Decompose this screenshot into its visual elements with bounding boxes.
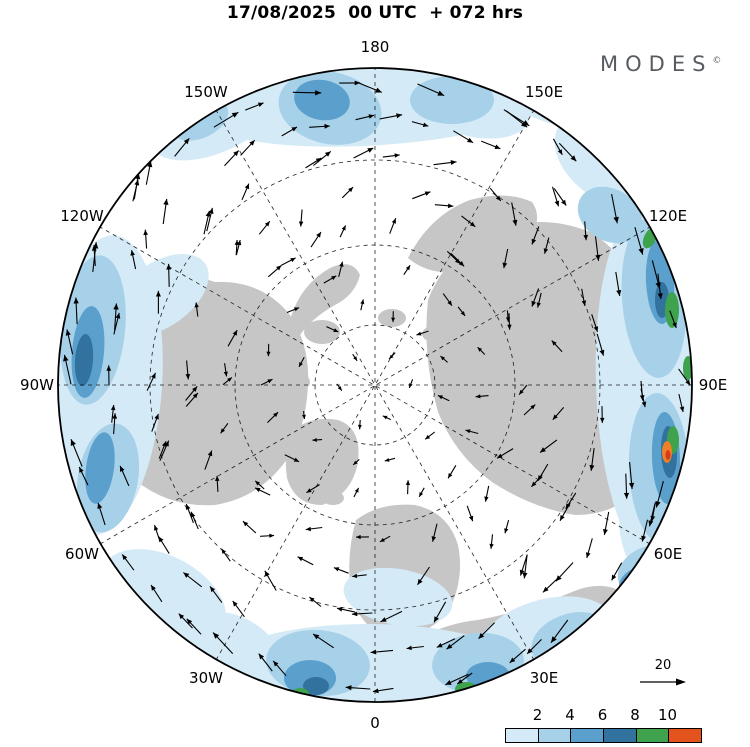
colorbar-tick-label: 10 xyxy=(657,706,678,724)
lon-label-90w: 90W xyxy=(20,376,54,394)
colorbar xyxy=(505,728,702,743)
wind-vectors-layer xyxy=(63,80,691,694)
colorbar-cell xyxy=(537,729,571,742)
land-kamchatka xyxy=(408,195,538,273)
reference-vector-label: 20 xyxy=(654,658,672,673)
land-alaska xyxy=(290,264,360,335)
colorbar-tick-labels: 2 4 6 8 10 xyxy=(505,704,700,724)
colorbar-cell xyxy=(668,729,702,742)
colorbar-cell xyxy=(506,729,538,742)
field-max-red xyxy=(665,450,671,460)
colorbar-cell xyxy=(635,729,669,742)
page-title: 17/08/2025 00 UTC + 072 hrs xyxy=(226,3,524,23)
land-arctic-island xyxy=(290,374,310,390)
lon-label-30e: 30E xyxy=(529,669,559,687)
lon-label-120w: 120W xyxy=(60,207,104,225)
modes-logo-mark: © xyxy=(712,56,722,66)
land-arctic-island xyxy=(304,320,340,344)
map-boundary xyxy=(57,67,693,703)
lon-label-90e: 90E xyxy=(698,376,728,394)
reference-vector: 20 xyxy=(634,658,692,693)
colorbar-cell xyxy=(603,729,636,742)
lon-label-180: 180 xyxy=(360,38,390,56)
colorbar-tick-label: 4 xyxy=(565,706,575,724)
reference-vector-arrow-icon xyxy=(640,678,686,686)
colorbar-tick-label: 8 xyxy=(630,706,640,724)
lon-label-30w: 30W xyxy=(189,669,223,687)
colorbar-tick-label: 2 xyxy=(532,706,543,724)
lon-label-60e: 60E xyxy=(653,545,683,563)
modes-logo: MODES© xyxy=(600,52,721,76)
lon-label-150w: 150W xyxy=(184,83,228,101)
lon-label-0: 0 xyxy=(370,714,380,732)
land-iceland xyxy=(322,491,344,505)
colorbar-cell xyxy=(570,729,604,742)
lon-label-150e: 150E xyxy=(524,83,564,101)
land-arctic-island xyxy=(442,361,462,375)
modes-logo-text: MODES xyxy=(600,52,713,76)
colorbar-tick-label: 6 xyxy=(597,706,608,724)
land-greenland xyxy=(285,418,359,505)
lon-label-120e: 120E xyxy=(648,207,688,225)
land-arctic-island xyxy=(422,326,446,342)
lon-label-60w: 60W xyxy=(65,545,99,563)
